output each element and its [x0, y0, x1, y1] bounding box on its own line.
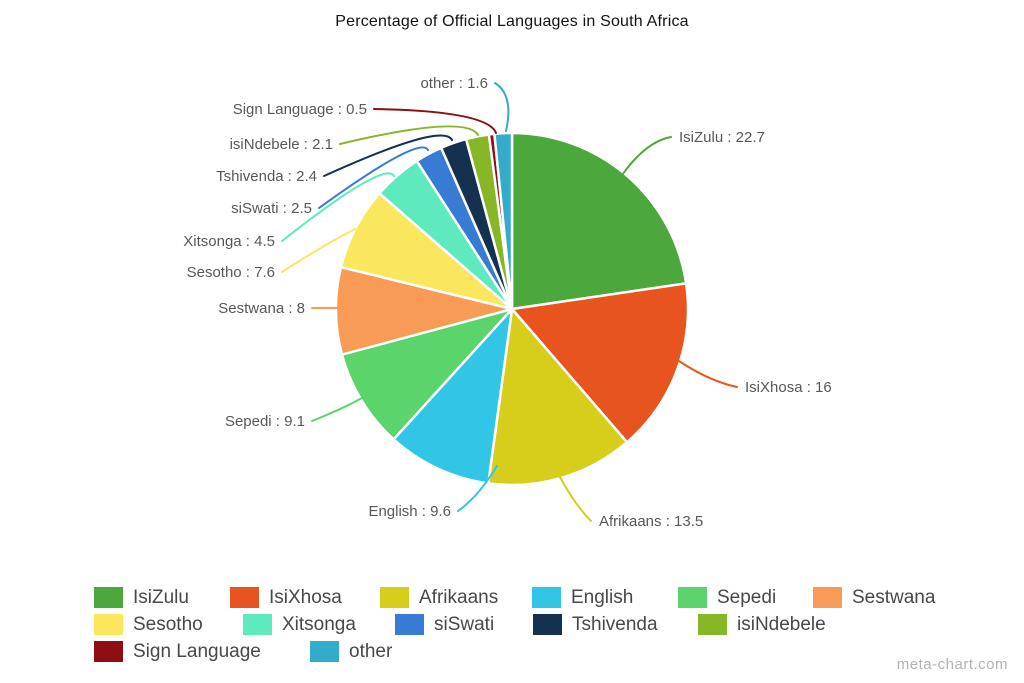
legend-label: IsiZulu [133, 587, 189, 608]
legend-label: Tshivenda [572, 614, 658, 635]
slice-label-english: English : 9.6 [368, 503, 451, 520]
slice-label-isixhosa: IsiXhosa : 16 [745, 379, 832, 396]
legend-swatch [678, 587, 707, 608]
slice-label-other: other : 1.6 [420, 75, 488, 92]
leader-line-tshivenda [323, 134, 453, 177]
slice-label-xitsonga: Xitsonga : 4.5 [183, 233, 275, 250]
legend-row: IsiZulu IsiXhosa Afrikaans English Sepedi Ses… [94, 584, 963, 611]
legend-label: Sesotho [133, 614, 203, 635]
legend-swatch [380, 587, 409, 608]
slice-label-afrikaans: Afrikaans : 13.5 [599, 513, 703, 530]
leader-line-isindebele [339, 125, 479, 145]
legend-swatch [698, 614, 727, 635]
legend-item-tshivenda: Tshivenda [533, 614, 698, 635]
legend-item-sesotho: Sesotho [94, 614, 243, 635]
legend-item-sestwana: Sestwana [813, 587, 963, 608]
legend-label: Sepedi [717, 587, 777, 608]
chart-title: Percentage of Official Languages in Sout… [335, 13, 689, 30]
legend-item-xitsonga: Xitsonga [243, 614, 395, 635]
leader-line-other [494, 82, 510, 132]
legend-label: Sestwana [852, 587, 936, 608]
pie-slice-afrikaans [487, 307, 629, 487]
legend-swatch [533, 614, 562, 635]
legend: IsiZulu IsiXhosa Afrikaans English Sepedi Ses… [94, 584, 963, 665]
legend-item-isixhosa: IsiXhosa [230, 587, 380, 608]
leader-line-afrikaans [559, 476, 592, 522]
legend-label: English [571, 587, 634, 608]
legend-label: siSwati [434, 614, 495, 635]
slice-label-isindebele: isiNdebele : 2.1 [230, 136, 333, 153]
legend-label: isiNdebele [737, 614, 826, 635]
leader-line-isizulu [615, 136, 672, 185]
legend-item-afrikaans: Afrikaans [380, 587, 532, 608]
slice-label-isizulu: IsiZulu : 22.7 [679, 129, 765, 146]
legend-item-sign-language: Sign Language [94, 641, 310, 662]
leader-line-siswati [318, 146, 429, 209]
legend-label: Afrikaans [419, 587, 499, 608]
legend-label: other [349, 641, 393, 662]
slice-label-siswati: siSwati : 2.5 [231, 200, 312, 217]
watermark: meta-chart.com [896, 656, 1008, 673]
leader-line-sesotho [281, 228, 356, 273]
pie-slice-isixhosa [510, 282, 690, 444]
pie-slice-isizulu [510, 131, 688, 311]
legend-row: Sign Language other [94, 638, 963, 665]
pie-slice-other [493, 131, 514, 311]
legend-swatch [532, 587, 561, 608]
legend-label: IsiXhosa [269, 587, 342, 608]
legend-swatch [94, 641, 123, 662]
legend-swatch [243, 614, 272, 635]
leader-line-english [457, 465, 498, 512]
leader-line-sepedi [311, 397, 363, 422]
leader-line-xitsonga [281, 172, 395, 242]
slice-label-sesotho: Sesotho : 7.6 [187, 264, 275, 281]
slice-label-sestwana: Sestwana : 8 [218, 300, 305, 317]
slice-label-tshivenda: Tshivenda : 2.4 [216, 168, 317, 185]
legend-item-siswati: siSwati [395, 614, 533, 635]
legend-label: Sign Language [133, 641, 261, 662]
legend-swatch [94, 587, 123, 608]
legend-item-isindebele: isiNdebele [698, 614, 858, 635]
legend-item-other: other [310, 641, 430, 662]
pie-slice-sepedi [340, 307, 514, 441]
legend-swatch [395, 614, 424, 635]
leader-line-sign-language [373, 108, 497, 134]
legend-item-english: English [532, 587, 678, 608]
slice-label-sepedi: Sepedi : 9.1 [225, 413, 305, 430]
legend-swatch [813, 587, 842, 608]
legend-swatch [310, 641, 339, 662]
legend-item-sepedi: Sepedi [678, 587, 813, 608]
slice-label-sign-language: Sign Language : 0.5 [233, 101, 367, 118]
legend-row: Sesotho Xitsonga siSwati Tshivenda isiNdebel… [94, 611, 963, 638]
legend-swatch [94, 614, 123, 635]
legend-label: Xitsonga [282, 614, 356, 635]
legend-item-isizulu: IsiZulu [94, 587, 230, 608]
legend-swatch [230, 587, 259, 608]
leader-line-isixhosa [678, 360, 738, 388]
